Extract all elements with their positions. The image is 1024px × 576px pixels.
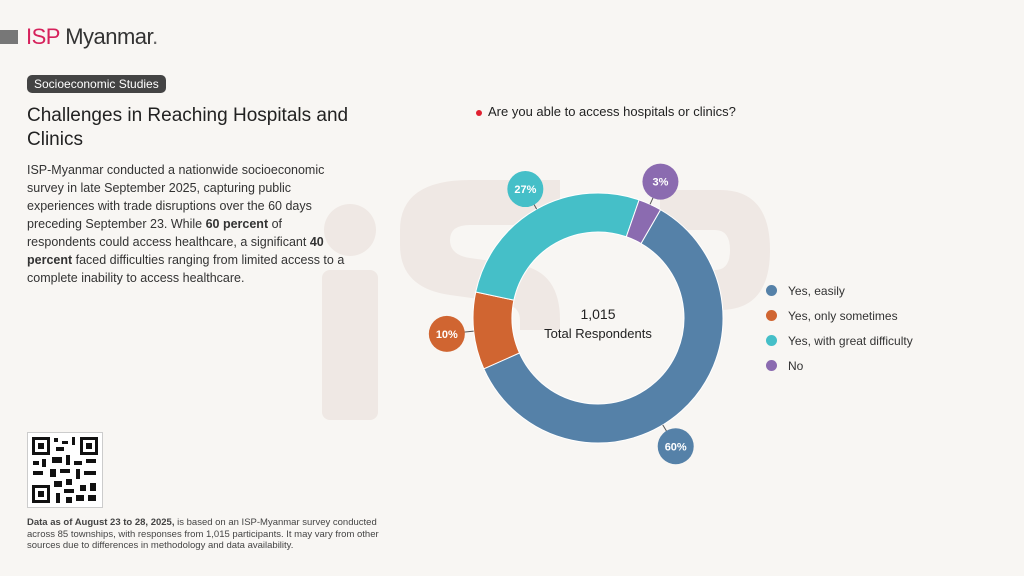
footnote-bold: Data as of August 23 to 28, 2025, <box>27 517 175 528</box>
page-title: Challenges in Reaching Hospitals and Cli… <box>27 105 349 150</box>
legend-swatch <box>766 310 777 321</box>
footnote-text: is based on an ISP-Myanmar survey conduc… <box>27 517 379 551</box>
data-label: 60% <box>665 441 687 453</box>
logo-bar <box>0 30 18 44</box>
legend-item: Yes, only sometimes <box>766 303 913 328</box>
legend-label: Yes, with great difficulty <box>788 333 913 348</box>
chart-title: Are you able to access hospitals or clin… <box>476 104 736 119</box>
legend-label: Yes, easily <box>788 283 845 298</box>
legend-label: No <box>788 358 804 373</box>
desc-bold: 60 percent <box>205 217 269 231</box>
description: ISP-Myanmar conducted a nationwide socio… <box>27 161 347 287</box>
logo-dot: . <box>152 24 158 49</box>
category-tag: Socioeconomic Studies <box>27 75 166 93</box>
legend: Yes, easily Yes, only sometimes Yes, with … <box>766 278 913 378</box>
desc-bold: 40 percent <box>27 235 324 267</box>
bullet-icon <box>476 109 482 116</box>
slice-no[interactable] <box>625 199 662 245</box>
data-label-bubble <box>507 171 544 208</box>
center-label: Total Respondents <box>544 326 652 341</box>
legend-swatch <box>766 285 777 296</box>
legend-item: Yes, easily <box>766 278 913 303</box>
footnote: Data as of August 23 to 28, 2025, is bas… <box>27 517 407 552</box>
legend-label: Yes, only sometimes <box>788 308 898 323</box>
data-label: 3% <box>652 177 668 189</box>
logo-isp: ISP <box>26 24 60 49</box>
watermark-logo-shape <box>322 180 770 420</box>
qr-code[interactable] <box>27 432 103 508</box>
data-label: 10% <box>436 329 458 341</box>
legend-swatch <box>766 360 777 371</box>
legend-item: No <box>766 353 913 378</box>
legend-item: Yes, with great difficulty <box>766 328 913 353</box>
data-label-bubble <box>657 428 694 465</box>
legend-swatch <box>766 335 777 346</box>
logo-name: Myanmar <box>65 24 153 49</box>
chart-title-text: Are you able to access hospitals or clin… <box>488 104 736 119</box>
desc-text: ISP-Myanmar conducted a nationwide socio… <box>27 163 325 231</box>
desc-text: faced difficulties ranging from limited … <box>27 253 345 285</box>
logo: ISP Myanmar. <box>26 24 158 50</box>
center-value: 1,015 <box>580 306 615 322</box>
data-label-bubble <box>642 163 679 200</box>
slice-yes-easily[interactable] <box>483 209 724 444</box>
data-label-bubble <box>428 315 465 352</box>
desc-text: of respondents could access healthcare, … <box>27 217 310 249</box>
data-label: 27% <box>514 184 536 196</box>
